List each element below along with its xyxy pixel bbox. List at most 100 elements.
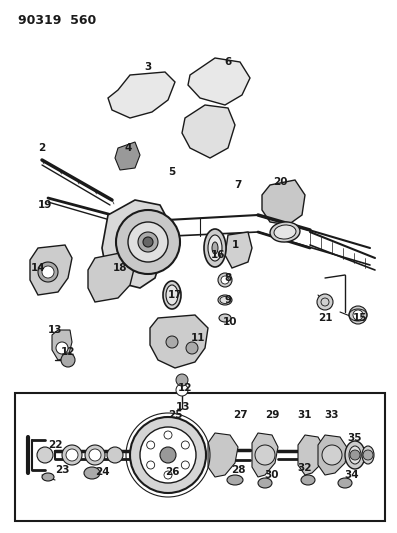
Circle shape bbox=[61, 353, 75, 367]
Circle shape bbox=[350, 450, 360, 460]
Circle shape bbox=[107, 447, 123, 463]
Text: 8: 8 bbox=[224, 273, 231, 283]
Circle shape bbox=[85, 445, 105, 465]
Circle shape bbox=[160, 447, 176, 463]
Text: 7: 7 bbox=[234, 180, 242, 190]
Ellipse shape bbox=[218, 295, 232, 305]
Text: 27: 27 bbox=[233, 410, 247, 420]
Text: 90319  560: 90319 560 bbox=[18, 14, 96, 27]
Polygon shape bbox=[102, 200, 168, 288]
Text: 9: 9 bbox=[224, 295, 231, 305]
Text: 20: 20 bbox=[273, 177, 287, 187]
Circle shape bbox=[164, 431, 172, 439]
Circle shape bbox=[37, 447, 53, 463]
Polygon shape bbox=[318, 435, 348, 475]
Circle shape bbox=[116, 210, 180, 274]
Text: 10: 10 bbox=[223, 317, 237, 327]
Bar bbox=[15, 393, 385, 521]
Text: 22: 22 bbox=[48, 440, 62, 450]
Circle shape bbox=[143, 237, 153, 247]
Text: 24: 24 bbox=[95, 467, 109, 477]
Ellipse shape bbox=[212, 242, 218, 254]
Circle shape bbox=[363, 450, 373, 460]
Polygon shape bbox=[30, 245, 72, 295]
Circle shape bbox=[130, 417, 206, 493]
Circle shape bbox=[166, 336, 178, 348]
Text: 18: 18 bbox=[113, 263, 127, 273]
Text: 35: 35 bbox=[348, 433, 362, 443]
Circle shape bbox=[138, 232, 158, 252]
Text: 1: 1 bbox=[231, 240, 239, 250]
Ellipse shape bbox=[270, 222, 300, 242]
Text: 25: 25 bbox=[168, 410, 182, 420]
Ellipse shape bbox=[258, 478, 272, 488]
Polygon shape bbox=[225, 232, 252, 268]
Text: 21: 21 bbox=[318, 313, 332, 323]
Text: 11: 11 bbox=[191, 333, 205, 343]
Circle shape bbox=[221, 276, 229, 284]
Text: 5: 5 bbox=[168, 167, 175, 177]
Ellipse shape bbox=[349, 446, 361, 464]
Polygon shape bbox=[108, 72, 175, 118]
Circle shape bbox=[66, 449, 78, 461]
Text: 19: 19 bbox=[38, 200, 52, 210]
Circle shape bbox=[164, 471, 172, 479]
Polygon shape bbox=[262, 180, 305, 225]
Polygon shape bbox=[188, 58, 250, 105]
Polygon shape bbox=[298, 435, 325, 475]
Text: 17: 17 bbox=[168, 290, 182, 300]
Ellipse shape bbox=[338, 478, 352, 488]
Circle shape bbox=[218, 273, 232, 287]
Polygon shape bbox=[52, 330, 72, 360]
Polygon shape bbox=[115, 142, 140, 170]
Polygon shape bbox=[252, 433, 278, 477]
Ellipse shape bbox=[274, 225, 296, 239]
Text: 28: 28 bbox=[231, 465, 245, 475]
Ellipse shape bbox=[208, 235, 222, 261]
Circle shape bbox=[181, 441, 189, 449]
Circle shape bbox=[181, 461, 189, 469]
Polygon shape bbox=[150, 315, 208, 368]
Polygon shape bbox=[182, 105, 235, 158]
Ellipse shape bbox=[362, 446, 374, 464]
Ellipse shape bbox=[42, 473, 54, 481]
Ellipse shape bbox=[84, 467, 100, 479]
Circle shape bbox=[128, 222, 168, 262]
Text: 13: 13 bbox=[176, 402, 190, 412]
Polygon shape bbox=[88, 252, 135, 302]
Text: 12: 12 bbox=[61, 347, 75, 357]
Circle shape bbox=[255, 445, 275, 465]
Text: 14: 14 bbox=[31, 263, 45, 273]
Circle shape bbox=[176, 384, 188, 396]
Text: 32: 32 bbox=[298, 463, 312, 473]
Ellipse shape bbox=[166, 285, 178, 305]
Text: 3: 3 bbox=[145, 62, 152, 72]
Text: 26: 26 bbox=[165, 467, 179, 477]
Circle shape bbox=[140, 427, 196, 483]
Text: 31: 31 bbox=[298, 410, 312, 420]
Circle shape bbox=[349, 306, 367, 324]
Text: 15: 15 bbox=[353, 313, 367, 323]
Circle shape bbox=[42, 266, 54, 278]
Text: 4: 4 bbox=[124, 143, 132, 153]
Text: 33: 33 bbox=[325, 410, 339, 420]
Polygon shape bbox=[208, 433, 238, 477]
Text: 29: 29 bbox=[265, 410, 279, 420]
Circle shape bbox=[62, 445, 82, 465]
Circle shape bbox=[322, 445, 342, 465]
Ellipse shape bbox=[301, 475, 315, 485]
Circle shape bbox=[38, 262, 58, 282]
Circle shape bbox=[317, 294, 333, 310]
Circle shape bbox=[146, 441, 155, 449]
Ellipse shape bbox=[227, 475, 243, 485]
Text: 6: 6 bbox=[224, 57, 231, 67]
Ellipse shape bbox=[163, 281, 181, 309]
Ellipse shape bbox=[219, 314, 231, 322]
Text: 30: 30 bbox=[265, 470, 279, 480]
Circle shape bbox=[146, 461, 155, 469]
Circle shape bbox=[56, 342, 68, 354]
Text: 34: 34 bbox=[345, 470, 359, 480]
Text: 16: 16 bbox=[211, 250, 225, 260]
Text: 13: 13 bbox=[48, 325, 62, 335]
Ellipse shape bbox=[204, 229, 226, 267]
